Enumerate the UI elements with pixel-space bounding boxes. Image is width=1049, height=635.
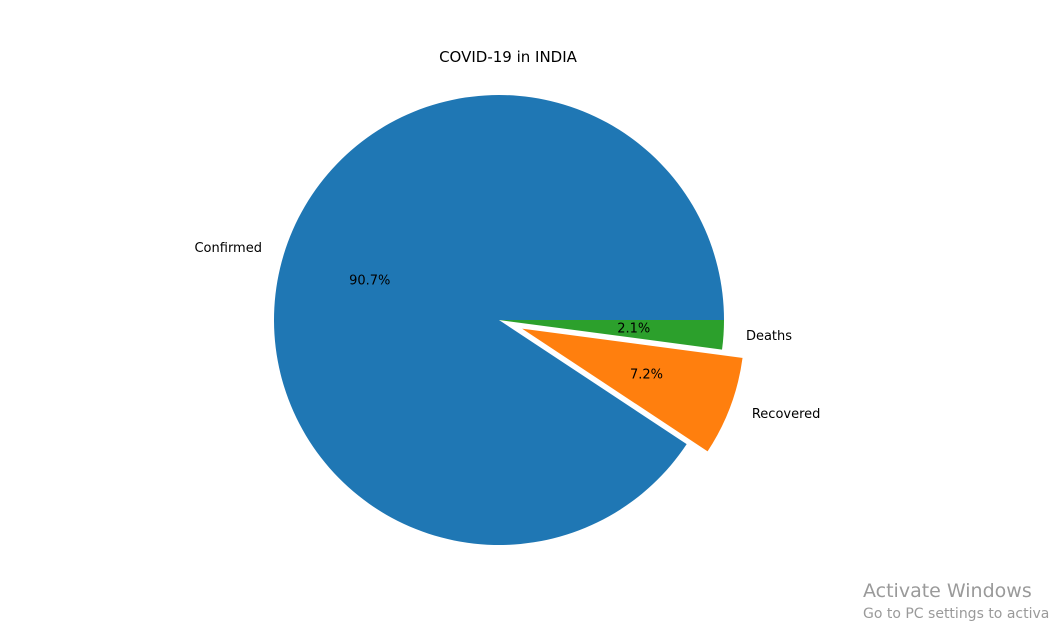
slice-percent-deaths: 2.1% xyxy=(617,321,650,336)
pie-slices xyxy=(274,94,744,545)
chart-title: COVID-19 in INDIA xyxy=(439,48,578,66)
slice-label-deaths: Deaths xyxy=(746,329,792,344)
slice-label-recovered: Recovered xyxy=(752,407,821,422)
pie-slice-confirmed xyxy=(274,94,724,545)
slice-label-confirmed: Confirmed xyxy=(194,241,262,256)
activate-windows-title: Activate Windows xyxy=(863,580,1032,602)
slice-percent-recovered: 7.2% xyxy=(630,368,663,383)
pie-labels: Confirmed 90.7% Recovered 7.2% Deaths 2.1% xyxy=(194,241,820,422)
pie-slice-deaths xyxy=(499,320,725,350)
activate-windows-subtitle: Go to PC settings to activate xyxy=(863,606,1049,622)
slice-percent-confirmed: 90.7% xyxy=(349,274,390,289)
pie-slice-recovered xyxy=(519,327,744,453)
